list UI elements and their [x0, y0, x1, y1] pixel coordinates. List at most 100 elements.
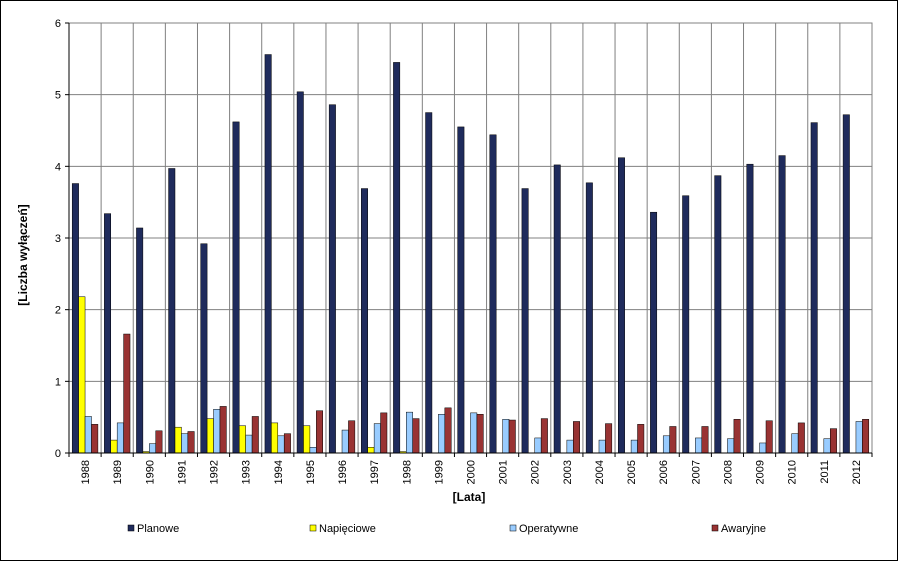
bar-awaryjne-2000 — [476, 414, 484, 454]
x-tick-label: 1999 — [433, 460, 445, 484]
legend: Planowe Napięciowe Operatywne Awaryjne — [127, 523, 766, 535]
x-tick-label: 2009 — [755, 460, 767, 484]
bar-napięciowe-1993 — [238, 425, 246, 454]
x-tick-label: 2011 — [819, 460, 831, 484]
legend-label-planowe: Planowe — [137, 523, 179, 535]
legend-swatch-awaryjne — [711, 524, 719, 532]
x-tick-label: 2004 — [594, 460, 606, 484]
bar-napięciowe-1995 — [303, 425, 311, 454]
bar-operatywne-1995 — [309, 447, 317, 454]
bar-planowe-2010 — [778, 155, 786, 454]
bar-napięciowe-1989 — [110, 439, 118, 454]
x-tick-label: 1998 — [401, 460, 413, 484]
x-tick-label: 2006 — [658, 460, 670, 484]
bar-planowe-1992 — [200, 243, 208, 454]
bar-operatywne-1994 — [277, 435, 285, 454]
legend-label-awaryjne: Awaryjne — [721, 523, 766, 535]
bar-awaryjne-1997 — [380, 412, 388, 454]
bar-awaryjne-2006 — [669, 426, 677, 454]
x-tick-label: 1997 — [369, 460, 381, 484]
x-tick-label: 2010 — [787, 460, 799, 484]
bar-awaryjne-1992 — [219, 406, 227, 454]
bar-planowe-1988 — [71, 183, 79, 454]
bar-operatywne-1993 — [245, 434, 253, 454]
x-tick-label: 1989 — [112, 460, 124, 484]
bar-awaryjne-2012 — [862, 419, 870, 454]
bar-operatywne-1989 — [116, 422, 124, 454]
bar-planowe-2000 — [457, 126, 465, 454]
axes — [65, 22, 873, 457]
bar-awaryjne-1991 — [187, 431, 195, 454]
bar-planowe-1993 — [232, 121, 240, 454]
bar-operatywne-2011 — [823, 438, 831, 454]
bar-napięciowe-1992 — [206, 418, 214, 454]
bar-awaryjne-2005 — [637, 424, 645, 454]
legend-swatch-planowe — [127, 524, 135, 532]
bar-operatywne-2012 — [855, 421, 863, 454]
bar-awaryjne-1990 — [155, 430, 163, 454]
x-tick-label: 1991 — [176, 460, 188, 484]
bar-planowe-1994 — [264, 54, 272, 454]
y-tick-label: 4 — [55, 161, 61, 173]
bar-operatywne-2001 — [502, 419, 510, 454]
x-tick-label: 1996 — [337, 460, 349, 484]
legend-label-operatywne: Operatywne — [519, 523, 578, 535]
bar-operatywne-2004 — [598, 439, 606, 454]
x-tick-label: 2001 — [498, 460, 510, 484]
bar-awaryjne-1989 — [123, 333, 131, 454]
bar-operatywne-2010 — [791, 433, 799, 454]
bar-awaryjne-2003 — [573, 421, 580, 454]
x-tick-label: 2000 — [466, 460, 478, 484]
x-tick-labels: 1988 1989 1990 1991 1992 1993 1994 1995 1996 1997… — [80, 460, 863, 484]
bar-awaryjne-2002 — [540, 418, 548, 454]
bar-operatywne-1991 — [181, 433, 189, 454]
bar-napięciowe-1994 — [271, 422, 279, 454]
x-tick-label: 1988 — [80, 460, 92, 484]
bar-operatywne-1988 — [84, 416, 92, 454]
x-tick-label: 1990 — [144, 460, 156, 484]
x-tick-label: 2012 — [851, 460, 863, 484]
bar-operatywne-1990 — [149, 443, 156, 454]
bar-planowe-2012 — [842, 114, 850, 454]
bar-planowe-2002 — [521, 188, 529, 454]
y-tick-label: 6 — [55, 18, 61, 30]
bar-planowe-1997 — [361, 188, 368, 454]
bar-operatywne-2007 — [695, 437, 703, 454]
bar-operatywne-2003 — [566, 439, 574, 454]
bar-planowe-2005 — [618, 157, 625, 454]
bar-planowe-2007 — [682, 195, 690, 454]
bar-operatywne-2008 — [727, 438, 735, 454]
bar-operatywne-2006 — [662, 435, 670, 454]
bar-awaryjne-1999 — [444, 407, 452, 454]
gridlines — [69, 22, 872, 454]
bar-planowe-2008 — [714, 175, 722, 454]
bar-napięciowe-1988 — [78, 296, 86, 454]
bar-planowe-2011 — [810, 122, 818, 454]
bar-awaryjne-2004 — [605, 423, 613, 454]
x-tick-label: 2002 — [530, 460, 542, 484]
bar-planowe-2003 — [553, 164, 561, 454]
y-tick-label: 2 — [55, 305, 61, 317]
x-tick-label: 2003 — [562, 460, 574, 484]
y-tick-label: 3 — [55, 233, 61, 245]
bar-operatywne-1998 — [406, 411, 413, 454]
y-tick-label: 1 — [55, 376, 61, 388]
bar-awaryjne-2009 — [765, 420, 773, 454]
bar-awaryjne-2008 — [733, 419, 741, 454]
bar-operatywne-2009 — [759, 442, 767, 454]
bar-operatywne-1999 — [438, 414, 446, 454]
bar-planowe-1989 — [104, 213, 112, 454]
bar-awaryjne-1995 — [316, 410, 323, 454]
bar-planowe-2001 — [489, 134, 497, 454]
bar-operatywne-1992 — [213, 409, 221, 454]
bar-operatywne-1997 — [373, 423, 381, 454]
legend-label-napięciowe: Napięciowe — [319, 523, 376, 535]
bar-planowe-1999 — [425, 112, 433, 454]
legend-swatch-operatywne — [509, 524, 517, 532]
y-tick-label: 5 — [55, 90, 61, 102]
bar-awaryjne-2010 — [797, 422, 805, 454]
bar-planowe-1995 — [296, 91, 304, 454]
bar-awaryjne-2011 — [829, 428, 837, 454]
bar-planowe-2009 — [746, 163, 754, 454]
